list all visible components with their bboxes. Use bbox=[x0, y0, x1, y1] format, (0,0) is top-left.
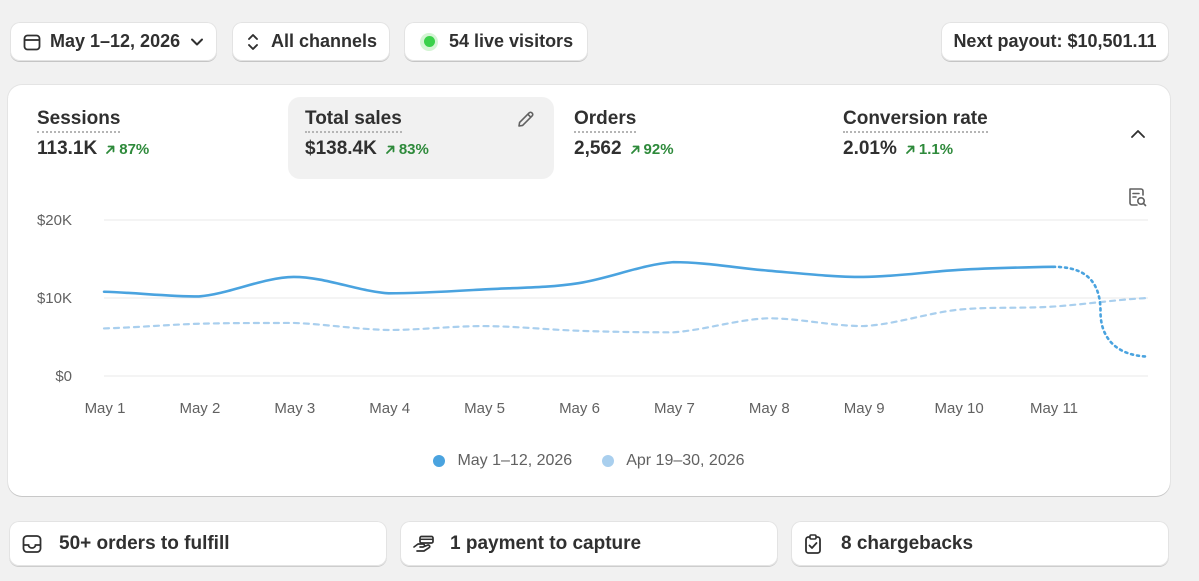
metric-total-sales[interactable]: Total sales $138.4K 83% bbox=[288, 97, 554, 179]
legend-item-current[interactable]: May 1–12, 2026 bbox=[433, 452, 572, 470]
metric-change: 1.1% bbox=[918, 140, 954, 158]
live-visitors-button[interactable]: 54 live visitors bbox=[404, 22, 588, 61]
x-tick-label: May 1 bbox=[85, 400, 126, 417]
sort-arrows-icon bbox=[244, 32, 262, 52]
trend-up-icon bbox=[105, 144, 116, 155]
x-tick-label: May 5 bbox=[464, 400, 505, 417]
explore-chart-icon[interactable] bbox=[1126, 186, 1148, 208]
series-line-current bbox=[102, 260, 1055, 298]
task-label: 1 payment to capture bbox=[450, 532, 642, 554]
legend-item-previous[interactable]: Apr 19–30, 2026 bbox=[602, 452, 745, 470]
clipboard-check-icon bbox=[803, 533, 827, 555]
x-tick-label: May 7 bbox=[654, 400, 695, 417]
chart-legend: May 1–12, 2026 Apr 19–30, 2026 bbox=[8, 452, 1170, 470]
metric-label: Orders bbox=[574, 108, 637, 133]
y-tick-label: $20K bbox=[37, 212, 72, 229]
metric-value: $138.4K bbox=[305, 138, 377, 159]
metric-value: 2.01% bbox=[843, 138, 897, 159]
sales-line-chart: $0 $10K $20K May 1 May 2 May 3 May 4 May 5 May 6… bbox=[37, 212, 1150, 417]
channels-filter[interactable]: All channels bbox=[232, 22, 390, 61]
x-tick-label: May 11 bbox=[1030, 400, 1078, 417]
x-tick-label: May 10 bbox=[934, 400, 983, 417]
y-tick-label: $0 bbox=[55, 368, 72, 385]
orders-to-fulfill-button[interactable]: 50+ orders to fulfill bbox=[9, 521, 387, 566]
x-tick-label: May 4 bbox=[369, 400, 410, 417]
next-payout-label: Next payout: $10,501.11 bbox=[953, 31, 1157, 51]
metric-label: Sessions bbox=[37, 108, 121, 133]
series-line-previous bbox=[102, 296, 1150, 334]
task-label: 8 chargebacks bbox=[841, 532, 974, 554]
series-line-current-partial bbox=[1051, 265, 1150, 358]
x-tick-label: May 6 bbox=[559, 400, 600, 417]
trend-up-icon bbox=[385, 144, 396, 155]
metric-orders[interactable]: Orders 2,562 92% bbox=[557, 97, 823, 179]
metric-label: Conversion rate bbox=[843, 108, 988, 133]
trend-up-icon bbox=[630, 144, 641, 155]
inbox-icon bbox=[21, 533, 45, 555]
metric-label: Total sales bbox=[305, 108, 402, 133]
chevron-up-icon[interactable] bbox=[1130, 129, 1146, 139]
metric-value: 2,562 bbox=[574, 138, 622, 159]
live-dot-icon bbox=[420, 32, 438, 51]
live-visitors-label: 54 live visitors bbox=[449, 31, 574, 51]
chevron-down-icon bbox=[190, 37, 204, 47]
chargebacks-button[interactable]: 8 chargebacks bbox=[791, 521, 1169, 566]
metric-change: 92% bbox=[643, 140, 674, 158]
hand-payment-icon bbox=[412, 533, 436, 555]
task-label: 50+ orders to fulfill bbox=[59, 532, 230, 554]
channels-label: All channels bbox=[271, 31, 378, 51]
calendar-icon bbox=[22, 33, 42, 51]
metric-change: 87% bbox=[119, 140, 150, 158]
metric-change: 83% bbox=[398, 140, 429, 158]
pencil-icon[interactable] bbox=[516, 109, 536, 134]
payment-to-capture-button[interactable]: 1 payment to capture bbox=[400, 521, 778, 566]
x-tick-label: May 8 bbox=[749, 400, 790, 417]
x-tick-label: May 9 bbox=[844, 400, 885, 417]
metric-value: 113.1K bbox=[37, 138, 98, 159]
legend-label: Apr 19–30, 2026 bbox=[626, 452, 745, 469]
x-tick-label: May 3 bbox=[274, 400, 315, 417]
date-range-label: May 1–12, 2026 bbox=[50, 31, 181, 51]
metric-conversion-rate[interactable]: Conversion rate 2.01% 1.1% bbox=[826, 97, 1092, 179]
legend-swatch bbox=[433, 455, 446, 467]
y-tick-label: $10K bbox=[37, 290, 72, 307]
x-tick-label: May 2 bbox=[179, 400, 220, 417]
legend-swatch bbox=[602, 455, 615, 467]
legend-label: May 1–12, 2026 bbox=[457, 452, 573, 469]
trend-up-icon bbox=[905, 144, 916, 155]
date-range-picker[interactable]: May 1–12, 2026 bbox=[10, 22, 217, 61]
analytics-card: Sessions 113.1K 87% Total sales $138.4K … bbox=[8, 85, 1170, 496]
next-payout-button[interactable]: Next payout: $10,501.11 bbox=[941, 22, 1169, 61]
metric-sessions[interactable]: Sessions 113.1K 87% bbox=[20, 97, 286, 179]
